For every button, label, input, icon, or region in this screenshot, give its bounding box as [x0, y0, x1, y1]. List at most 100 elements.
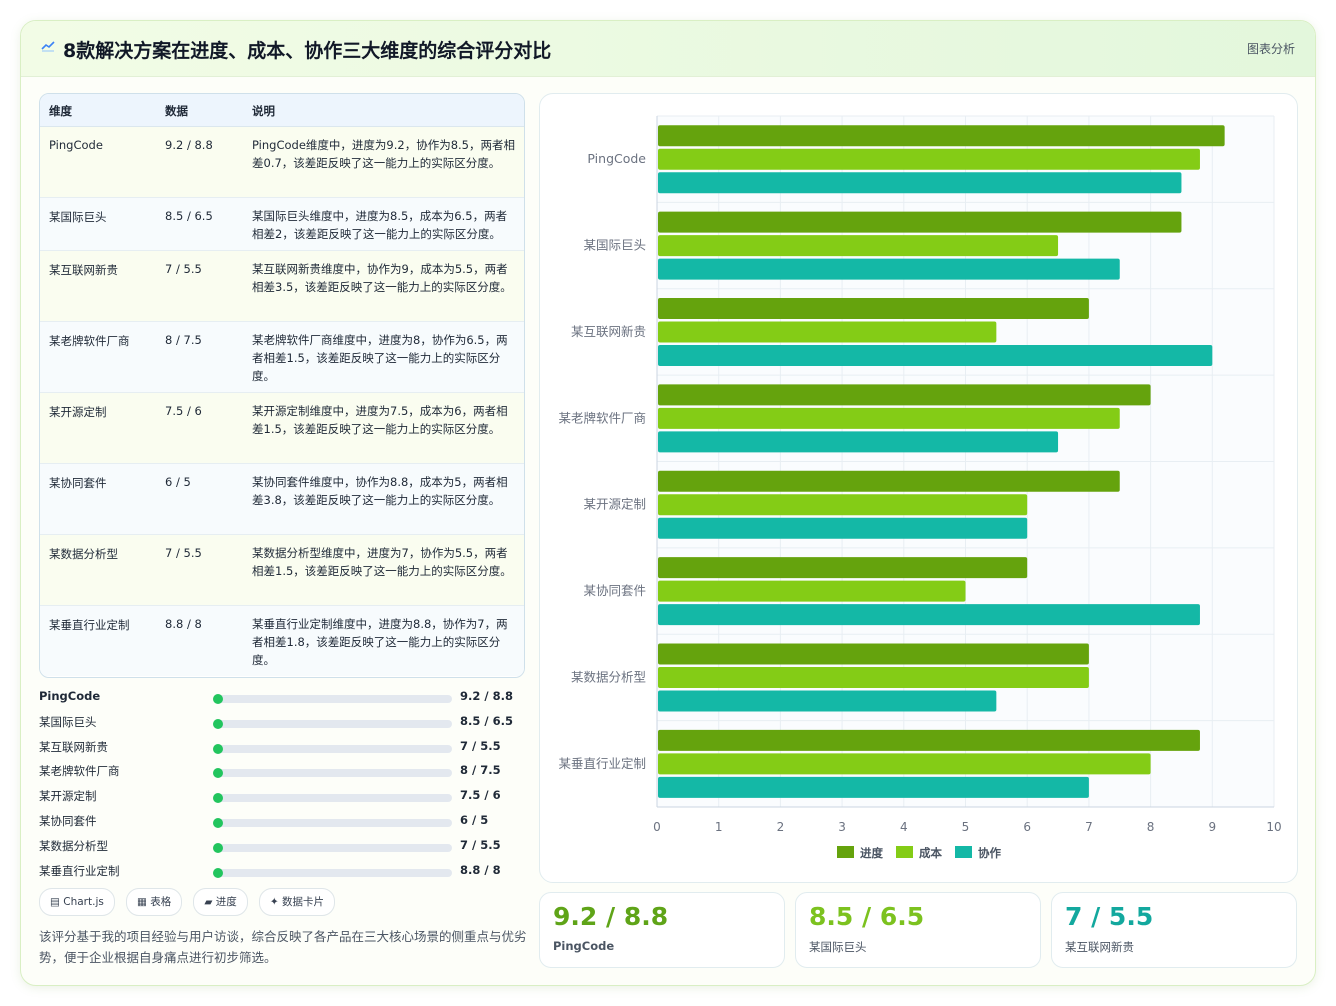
category-label: 某老牌软件厂商	[558, 410, 646, 425]
bar-进度	[658, 470, 1120, 492]
row-name: 某协同套件	[49, 476, 107, 490]
progress-dot	[213, 842, 223, 853]
row-desc: PingCode维度中，进度为9.2，协作为8.5，两者相差0.7，该差距反映了…	[252, 138, 515, 170]
legend-label: 协作	[978, 846, 1001, 860]
chip-label: 数据卡片	[281, 896, 324, 908]
bar-进度	[658, 297, 1089, 319]
row-name: 某垂直行业定制	[49, 618, 130, 632]
bar-协作	[658, 604, 1200, 626]
progress-item: 某开源定制 7.5 / 6	[39, 784, 523, 809]
x-tick-label: 5	[962, 820, 970, 834]
category-label: 某协同套件	[583, 583, 646, 598]
bar-成本	[658, 148, 1200, 170]
footnote: 该评分基于我的项目经验与用户访谈，综合反映了各产品在三大核心场景的侧重点与优劣势…	[39, 929, 527, 965]
x-tick-label: 3	[838, 820, 846, 834]
progress-track	[213, 718, 452, 729]
progress-item: 某垂直行业定制 8.8 / 8	[39, 859, 523, 884]
chip-data-card[interactable]: ✦ 数据卡片	[258, 888, 335, 916]
card-icon: ✦	[269, 896, 282, 908]
row-desc: 某垂直行业定制维度中，进度为8.8，协作为7，两者相差1.8，该差距反映了这一能…	[252, 617, 508, 667]
row-value: 7 / 5.5	[165, 546, 202, 560]
row-desc: 某开源定制维度中，进度为7.5，成本为6，两者相差1.5，该差距反映了这一能力上…	[252, 404, 508, 436]
kpi-value: 8.5 / 6.5	[809, 902, 925, 931]
row-name: 某开源定制	[49, 405, 107, 419]
chip-label: 进度	[215, 896, 237, 908]
chip-label: 表格	[150, 896, 172, 908]
header: 8款解决方案在进度、成本、协作三大维度的综合评分对比 图表分析	[21, 21, 1315, 77]
row-desc: 某协同套件维度中，协作为8.8，成本为5，两者相差3.8，该差距反映了这一能力上…	[252, 475, 508, 507]
chip-label: Chart.js	[63, 896, 104, 908]
progress-item: 某老牌软件厂商 8 / 7.5	[39, 759, 523, 784]
bar-进度	[658, 729, 1200, 751]
bar-成本	[658, 321, 997, 343]
bar-进度	[658, 384, 1151, 406]
bar-协作	[658, 431, 1059, 453]
progress-track	[213, 793, 452, 804]
row-name: 某国际巨头	[49, 210, 107, 224]
row-value: 9.2 / 8.8	[165, 138, 213, 152]
progress-dot	[213, 817, 223, 828]
row-value: 7.5 / 6	[165, 404, 202, 418]
category-label: 某数据分析型	[571, 669, 646, 684]
chip-row: ▤ Chart.js ▦ 表格 ▰ 进度 ✦ 数据卡片	[39, 888, 341, 916]
progress-value: 8 / 7.5	[460, 763, 501, 778]
x-tick-label: 6	[1023, 820, 1031, 834]
row-value: 8.8 / 8	[165, 617, 202, 631]
bar-协作	[658, 776, 1089, 798]
chart-panel: 0 1 2 3 4 5 6 7 8 9 10 PingCode 某国际巨头 某互联网新贵 某老牌软件厂商 某开…	[539, 93, 1298, 883]
progress-track	[213, 694, 452, 704]
category-label: 某开源定制	[583, 497, 646, 512]
category-label: 某垂直行业定制	[558, 756, 646, 771]
main-card: 8款解决方案在进度、成本、协作三大维度的综合评分对比 图表分析 维度 数据 说明…	[20, 20, 1316, 986]
table-header-data: 数据	[165, 104, 188, 118]
progress-name: PingCode	[39, 689, 101, 703]
table-row: 某垂直行业定制 8.8 / 8 某垂直行业定制维度中，进度为8.8，协作为7，两…	[40, 606, 524, 676]
progress-value: 7.5 / 6	[460, 788, 501, 803]
bar-进度	[658, 125, 1225, 147]
table-row: 某老牌软件厂商 8 / 7.5 某老牌软件厂商维度中，进度为8，协作为6.5，两…	[40, 322, 524, 393]
category-label: 某互联网新贵	[571, 324, 646, 339]
x-tick-label: 8	[1147, 820, 1155, 834]
x-tick-label: 10	[1266, 820, 1281, 834]
progress-dot	[213, 768, 223, 779]
progress-name: 某垂直行业定制	[39, 863, 120, 878]
progress-name: 某老牌软件厂商	[39, 764, 120, 779]
progress-value: 9.2 / 8.8	[460, 689, 513, 703]
progress-track	[213, 768, 452, 779]
bar-协作	[658, 690, 997, 712]
progress-value: 8.5 / 6.5	[460, 713, 513, 728]
chart-trend-icon	[41, 41, 55, 52]
page-title: 8款解决方案在进度、成本、协作三大维度的综合评分对比	[63, 40, 552, 62]
table-header-desc: 说明	[252, 104, 275, 118]
data-table: 维度 数据 说明 PingCode 9.2 / 8.8 PingCode维度中，…	[39, 93, 525, 678]
chip-chartjs[interactable]: ▤ Chart.js	[39, 888, 115, 916]
row-name: PingCode	[49, 138, 103, 152]
bar-进度	[658, 211, 1182, 233]
kpi-label: 某国际巨头	[809, 940, 867, 954]
chip-table[interactable]: ▦ 表格	[125, 888, 183, 916]
row-value: 6 / 5	[165, 475, 191, 489]
progress-item: PingCode 9.2 / 8.8	[39, 685, 523, 710]
row-name: 某互联网新贵	[49, 263, 118, 277]
progress-icon: ▰	[204, 896, 216, 908]
progress-item: 某协同套件 6 / 5	[39, 809, 523, 834]
table-header: 维度 数据 说明	[40, 94, 524, 127]
row-value: 7 / 5.5	[165, 262, 202, 276]
progress-name: 某互联网新贵	[39, 739, 108, 754]
bar-成本	[658, 753, 1151, 775]
table-row: 某开源定制 7.5 / 6 某开源定制维度中，进度为7.5，成本为6，两者相差1…	[40, 393, 524, 464]
bar-成本	[658, 666, 1089, 688]
chip-progress[interactable]: ▰ 进度	[193, 888, 248, 916]
row-value: 8 / 7.5	[165, 333, 202, 347]
table-row: 某互联网新贵 7 / 5.5 某互联网新贵维度中，协作为9，成本为5.5，两者相…	[40, 251, 524, 322]
bar-协作	[658, 172, 1182, 194]
table-row: 某协同套件 6 / 5 某协同套件维度中，协作为8.8，成本为5，两者相差3.8…	[40, 464, 524, 535]
progress-track	[213, 817, 452, 828]
kpi-value: 7 / 5.5	[1065, 902, 1154, 931]
progress-track	[213, 743, 452, 754]
progress-name: 某国际巨头	[39, 714, 97, 729]
kpi-label: PingCode	[553, 939, 615, 953]
bar-成本	[658, 494, 1028, 516]
x-tick-label: 7	[1085, 820, 1093, 834]
progress-track	[213, 867, 452, 878]
